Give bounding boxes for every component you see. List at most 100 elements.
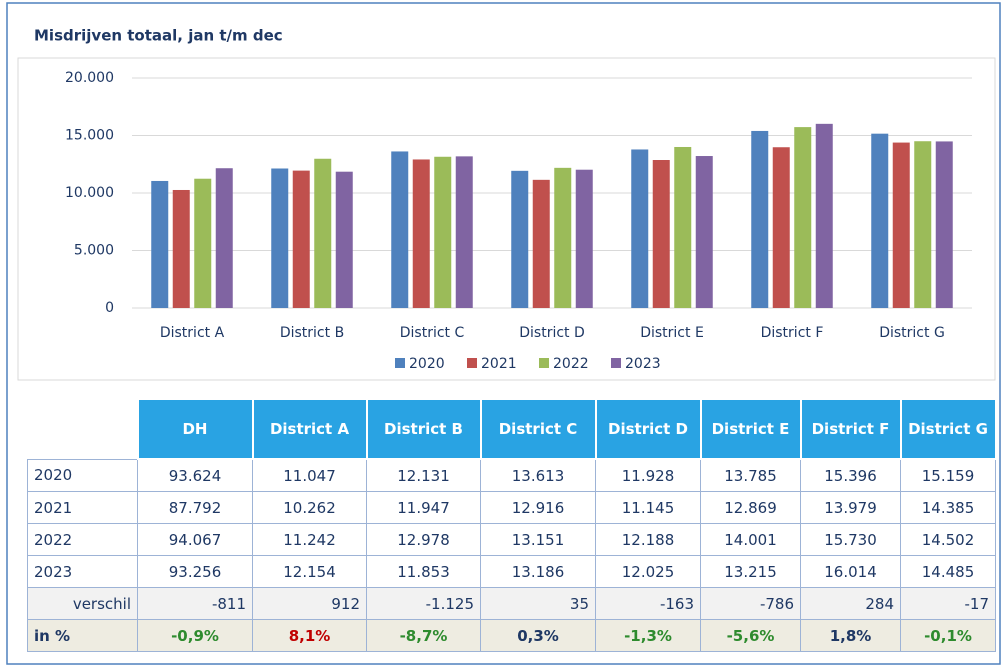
row-label: 2023 xyxy=(27,555,138,588)
table-cell: 13.785 xyxy=(700,458,801,492)
table-row: 2023 93.256 12.154 11.853 13.186 12.025 13.215… xyxy=(27,555,996,588)
header-row: DH District A District B District C District… xyxy=(27,398,997,460)
bar xyxy=(554,167,572,308)
bar xyxy=(751,130,769,308)
legend-swatch xyxy=(395,358,405,368)
table-cell: 11.853 xyxy=(366,555,481,588)
table-cell: 13.979 xyxy=(800,491,901,524)
row-label: in % xyxy=(27,619,138,652)
column-header: DH xyxy=(136,398,254,460)
bar xyxy=(914,141,932,308)
bar xyxy=(871,133,889,308)
bar xyxy=(815,123,833,309)
table-cell: -1,3% xyxy=(595,619,701,652)
table-cell: 16.014 xyxy=(800,555,901,588)
bar xyxy=(151,180,169,308)
bar xyxy=(314,158,332,308)
table-cell: -17 xyxy=(900,587,996,620)
bar xyxy=(335,171,353,308)
table-row: 2021 87.792 10.262 11.947 12.916 11.145 12.869… xyxy=(27,491,996,524)
x-tick-label: District D xyxy=(519,325,585,341)
legend-label: 2022 xyxy=(553,356,589,372)
table-cell: -0,9% xyxy=(137,619,253,652)
chart-title: Misdrijven totaal, jan t/m dec xyxy=(34,27,283,45)
bar xyxy=(412,159,430,308)
table-cell: 11.242 xyxy=(252,523,367,556)
table-row: 2020 93.624 11.047 12.131 13.613 11.928 13.785… xyxy=(27,458,996,492)
table-cell: 14.502 xyxy=(900,523,996,556)
table-cell: -0,1% xyxy=(900,619,996,652)
bar xyxy=(194,178,212,308)
bar xyxy=(892,142,910,308)
bar xyxy=(575,169,593,308)
table-cell: 93.624 xyxy=(137,458,253,492)
table-cell: -163 xyxy=(595,587,701,620)
row-label: verschil xyxy=(27,587,138,620)
table-cell: 93.256 xyxy=(137,555,253,588)
table-cell: 15.730 xyxy=(800,523,901,556)
bar xyxy=(652,160,670,308)
bar xyxy=(292,170,310,308)
table-cell: -1.125 xyxy=(366,587,481,620)
table-cell: 1,8% xyxy=(800,619,901,652)
y-tick-label: 5.000 xyxy=(74,243,114,259)
table-row: verschil -811 912 -1.125 35 -163 -786 284 -17 xyxy=(27,587,996,620)
row-label: 2022 xyxy=(27,523,138,556)
table-cell: 12.188 xyxy=(595,523,701,556)
table-cell: -786 xyxy=(700,587,801,620)
bar xyxy=(935,141,953,308)
table-cell: 10.262 xyxy=(252,491,367,524)
table-cell: 14.001 xyxy=(700,523,801,556)
table-cell: 11.145 xyxy=(595,491,701,524)
bar xyxy=(172,189,190,308)
table-cell: 12.025 xyxy=(595,555,701,588)
chart-area xyxy=(17,57,996,381)
legend-swatch xyxy=(539,358,549,368)
table-cell: 11.947 xyxy=(366,491,481,524)
bar xyxy=(794,127,812,308)
table-cell: 13.215 xyxy=(700,555,801,588)
legend-label: 2023 xyxy=(625,356,661,372)
table-cell: 12.869 xyxy=(700,491,801,524)
table-cell: 14.385 xyxy=(900,491,996,524)
table-cell: 15.396 xyxy=(800,458,901,492)
bar xyxy=(455,156,473,308)
bar xyxy=(215,168,233,308)
frame xyxy=(6,2,1001,665)
bar xyxy=(631,149,649,308)
y-tick-label: 15.000 xyxy=(65,128,114,144)
table-cell: 0,3% xyxy=(480,619,596,652)
table-cell: 12.978 xyxy=(366,523,481,556)
column-header: District C xyxy=(479,398,597,460)
legend-swatch xyxy=(467,358,477,368)
column-header: District G xyxy=(899,398,997,460)
table-cell: 11.047 xyxy=(252,458,367,492)
table-cell: 13.151 xyxy=(480,523,596,556)
table-cell: 87.792 xyxy=(137,491,253,524)
table-row: 2022 94.067 11.242 12.978 13.151 12.188 14.001… xyxy=(27,523,996,556)
bar xyxy=(532,179,550,308)
legend-swatch xyxy=(611,358,621,368)
y-tick-label: 0 xyxy=(105,300,114,316)
column-header: District F xyxy=(799,398,902,460)
bar xyxy=(674,146,692,308)
table-cell: 12.131 xyxy=(366,458,481,492)
table-cell: -8,7% xyxy=(366,619,481,652)
row-label: 2020 xyxy=(27,458,138,492)
bar xyxy=(511,170,529,308)
table-cell: -5,6% xyxy=(700,619,801,652)
table-cell: 8,1% xyxy=(252,619,367,652)
x-tick-label: District G xyxy=(879,325,945,341)
column-header: District A xyxy=(251,398,368,460)
y-tick-label: 10.000 xyxy=(65,185,114,201)
bar xyxy=(434,156,452,308)
table-cell: 13.186 xyxy=(480,555,596,588)
bar xyxy=(391,151,409,308)
row-label: 2021 xyxy=(27,491,138,524)
table-cell: 13.613 xyxy=(480,458,596,492)
table-cell: 35 xyxy=(480,587,596,620)
column-header: District D xyxy=(594,398,702,460)
column-header: District E xyxy=(699,398,802,460)
data-table: DH District A District B District C District… xyxy=(27,398,997,652)
